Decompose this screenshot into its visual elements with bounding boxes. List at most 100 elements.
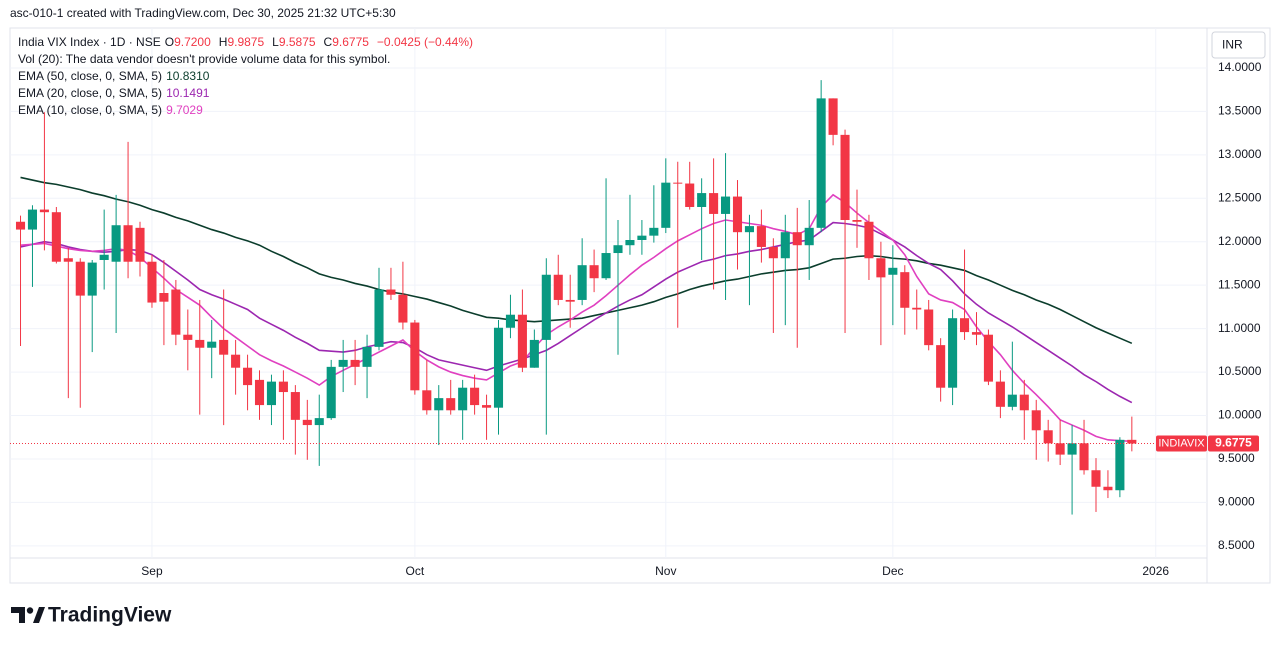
candle-body	[147, 261, 157, 303]
ohlc-key: L	[272, 35, 279, 49]
legend-name: EMA (50, close, 0, SMA, 5)	[18, 69, 163, 83]
candle-body	[1079, 443, 1089, 471]
candle-body	[1055, 443, 1065, 455]
ohlc-key: H	[218, 35, 228, 49]
candle-body	[517, 314, 527, 368]
legend-row: EMA (10, close, 0, SMA, 5) 9.7029	[18, 102, 477, 119]
candle-body	[493, 327, 504, 408]
candle-body	[505, 314, 515, 328]
candle-body	[661, 182, 671, 228]
candle-body	[254, 379, 265, 406]
candle-body	[960, 318, 970, 333]
candle-body	[123, 225, 133, 262]
legend-row: EMA (50, close, 0, SMA, 5) 10.8310	[18, 68, 477, 85]
candle-body	[876, 258, 886, 278]
candle-body	[983, 334, 993, 382]
candle-body	[1127, 439, 1137, 444]
candle-body	[816, 98, 826, 228]
candle-body	[27, 209, 38, 230]
candle-body	[386, 289, 396, 295]
ticker-tag	[1156, 435, 1207, 452]
candle-body	[840, 134, 850, 221]
candle-body	[768, 246, 778, 259]
ohlc-value: 9.7200	[174, 35, 211, 49]
candle-body	[804, 227, 814, 246]
logo-mark	[11, 607, 25, 623]
ema-line	[20, 193, 1132, 443]
candle-body	[721, 196, 731, 214]
candle-body	[649, 227, 659, 236]
y-tick-label: 12.5000	[1218, 190, 1262, 204]
legend-row: EMA (20, close, 0, SMA, 5) 10.1491	[18, 85, 477, 102]
candle-body	[410, 322, 420, 391]
candle-body	[135, 227, 145, 262]
candle-body	[673, 182, 683, 184]
price-tag-label: 9.6775	[1215, 436, 1252, 450]
y-tick-label: 11.5000	[1218, 277, 1261, 291]
y-tick-label: 8.5000	[1218, 538, 1255, 552]
candle-body	[541, 274, 551, 340]
legend-value: 9.7029	[166, 103, 203, 117]
ema-line	[20, 221, 1133, 404]
logo-mark	[26, 607, 34, 614]
ticker-label: INDIAVIX	[1158, 437, 1205, 449]
candle-body	[231, 354, 241, 368]
candle-body	[458, 387, 468, 411]
brand-name: TradingView	[48, 604, 172, 627]
candle-body	[111, 225, 121, 262]
candle-body	[159, 293, 169, 302]
candle-body	[1067, 443, 1077, 455]
ema-line	[20, 176, 1133, 345]
legend-name: EMA (20, close, 0, SMA, 5)	[18, 86, 163, 100]
candle-body	[625, 240, 635, 246]
candle-body	[685, 183, 695, 207]
candle-body	[183, 334, 193, 340]
change: −0.0425 (−0.44%)	[376, 35, 473, 49]
y-tick-label: 10.5000	[1218, 364, 1262, 378]
legend-value: 10.8310	[166, 69, 210, 83]
ohlc-key: O	[164, 35, 175, 49]
candle-body	[553, 274, 563, 300]
y-tick-label: 10.0000	[1218, 408, 1262, 422]
candle-body	[219, 339, 229, 355]
candle-body	[374, 289, 384, 347]
candle-body	[39, 209, 49, 213]
candle-body	[780, 232, 790, 259]
legend-value: 10.1491	[166, 86, 210, 100]
candle-body	[971, 332, 982, 335]
ohlc-value: 9.6775	[332, 35, 369, 49]
candle-body	[99, 254, 109, 260]
x-tick-label: Oct	[406, 564, 425, 578]
candle-body	[1115, 439, 1125, 491]
legend-name: EMA (10, close, 0, SMA, 5)	[18, 103, 163, 117]
y-tick-label: 12.0000	[1218, 234, 1262, 248]
y-tick-label: 9.0000	[1218, 495, 1255, 509]
ohlc-value: 9.5875	[278, 35, 316, 49]
candle-body	[697, 193, 707, 207]
y-tick-label: 9.5000	[1218, 451, 1255, 465]
candle-body	[422, 390, 432, 411]
candle-body	[326, 366, 336, 419]
y-tick-label: 13.5000	[1218, 104, 1262, 118]
candle-body	[1031, 410, 1041, 431]
candle-body	[792, 232, 802, 246]
legend: India VIX Index · 1D · NSE O9.7200 H9.9875…	[18, 34, 477, 119]
candle-body	[756, 226, 766, 247]
candle-body	[290, 392, 300, 420]
candle-body	[900, 272, 910, 308]
candle-body	[482, 405, 492, 408]
candle-body	[864, 221, 874, 259]
candle-body	[302, 419, 312, 426]
credit: asc-010-1 created with TradingView.com, …	[10, 6, 396, 20]
candle-body	[266, 381, 276, 406]
candle-body	[1091, 470, 1101, 487]
candle-body	[63, 258, 73, 262]
candle-body	[709, 193, 719, 214]
candle-body	[828, 98, 838, 135]
candle-body	[912, 307, 922, 310]
candle-body	[577, 265, 587, 300]
candle-body	[278, 381, 288, 393]
ohlc-item: C9.6775	[324, 35, 373, 49]
